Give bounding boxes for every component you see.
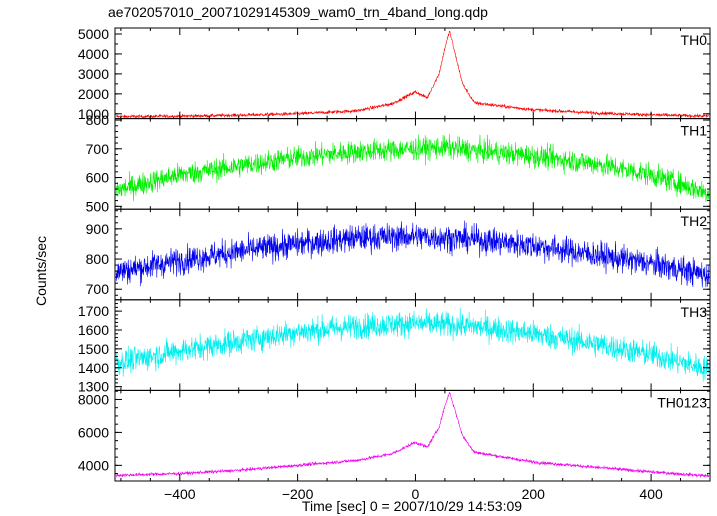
panel-th1: 500 600 700 800 TH1 — [86, 112, 711, 214]
panel-label: TH0123 — [657, 394, 707, 410]
y-tick-label: 5000 — [78, 26, 109, 42]
y-tick-label: 1400 — [78, 360, 109, 376]
panel-label: TH3 — [681, 304, 708, 320]
y-tick-label: 800 — [86, 251, 110, 267]
y-tick-label: 2000 — [78, 86, 109, 102]
y-tick-label: 6000 — [78, 424, 109, 440]
y-tick-label: 700 — [86, 281, 110, 297]
y-tick-label: 4000 — [78, 457, 109, 473]
y-tick-label: 1500 — [78, 341, 109, 357]
panel-th2: 700 800 900 TH2 — [86, 208, 711, 301]
panel-frame — [114, 389, 711, 482]
y-tick-label: 1600 — [78, 322, 109, 338]
y-tick-label: 3000 — [78, 66, 109, 82]
y-axis-label: Counts/sec — [33, 236, 49, 306]
x-tick-label: −200 — [282, 486, 314, 502]
x-tick-label: 0 — [412, 486, 420, 502]
panel-th0: 1000 2000 3000 4000 5000 TH0 — [78, 26, 711, 122]
series-line-th1 — [115, 133, 710, 203]
y-tick-label: 800 — [86, 112, 110, 128]
panel-label: TH2 — [681, 213, 708, 229]
y-tick-label: 1000 — [78, 106, 109, 122]
y-tick-label: 1700 — [78, 303, 109, 319]
series-line-th0123 — [115, 392, 710, 479]
y-tick-label: 1300 — [78, 379, 109, 395]
series-line-th2 — [115, 220, 710, 288]
chart-title: ae702057010_20071029145309_wam0_trn_4ban… — [108, 4, 488, 20]
y-tick-label: 600 — [86, 170, 110, 186]
panel-frame — [114, 27, 711, 120]
y-tick-label: 900 — [86, 221, 110, 237]
panel-label: TH0 — [681, 32, 708, 48]
x-axis-label: Time [sec] 0 = 2007/10/29 14:53:09 — [302, 498, 522, 514]
y-tick-label: 8000 — [78, 391, 109, 407]
x-tick-label: 200 — [522, 486, 546, 502]
y-tick-label: 700 — [86, 141, 110, 157]
x-tick-label: 400 — [639, 486, 663, 502]
series-line-th3 — [115, 307, 710, 382]
panel-th3: 1300 1400 1500 1600 1700 TH3 — [78, 299, 711, 395]
y-tick-label: 4000 — [78, 46, 109, 62]
x-tick-label: −400 — [164, 486, 196, 502]
y-tick-label: 500 — [86, 198, 110, 214]
panel-th0123: 4000 6000 8000 TH0123 — [78, 389, 711, 482]
panel-label: TH1 — [681, 123, 708, 139]
series-line-th0 — [116, 30, 709, 119]
